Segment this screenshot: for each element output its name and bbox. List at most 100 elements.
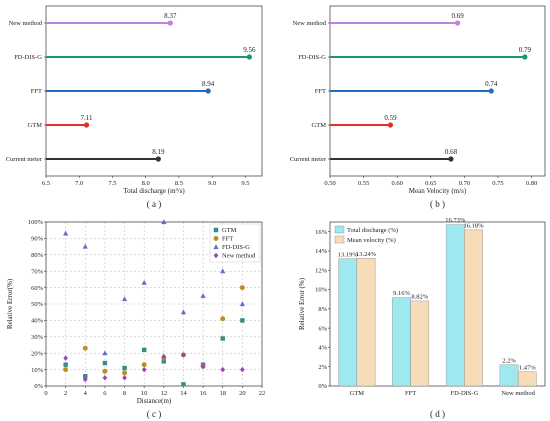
x-tick-label: 8.0 <box>142 180 150 187</box>
legend-marker <box>213 252 219 259</box>
y-tick-label: 2% <box>318 364 327 371</box>
scatter-point <box>181 382 186 387</box>
y-tick-label: 90% <box>31 236 44 243</box>
x-tick-label: 7.0 <box>75 180 83 187</box>
category-label: GTM <box>350 390 365 397</box>
x-tick-label: 2 <box>64 390 67 397</box>
lollipop-dot <box>522 54 528 60</box>
legend-swatch <box>334 235 345 244</box>
value-label: 8.19 <box>152 148 165 156</box>
legend-swatch <box>334 225 345 234</box>
y-tick-label: 100% <box>28 219 44 226</box>
lollipop-dot <box>455 20 461 26</box>
panel-d: 0% 2% 4% 6% 8% 10% 12% 14% 16% GTM 13.19%13.24% FFT… <box>298 217 546 419</box>
bar <box>410 300 430 387</box>
legend-label: Total discharge (%) <box>347 227 398 234</box>
x-tick-label: 7.5 <box>108 180 116 187</box>
scatter-point <box>141 347 147 353</box>
scatter-point <box>161 353 167 360</box>
legend-marker <box>213 236 219 241</box>
scatter-point <box>200 292 206 298</box>
y-tick-label: 10% <box>31 367 44 374</box>
y-tick-label: 80% <box>31 252 44 259</box>
x-tick-label: 6 <box>103 390 107 397</box>
scatter-point <box>239 301 245 307</box>
category-label: New method <box>9 20 43 27</box>
x-tick-label: 16 <box>200 390 207 397</box>
legend-marker <box>213 244 219 250</box>
x-tick-label: 0.70 <box>459 180 470 187</box>
category-label: GTM <box>312 122 327 129</box>
panel-label: ( c ) <box>147 409 162 419</box>
bar-value-label: 9.16% <box>393 290 410 297</box>
value-label: 7.11 <box>81 114 93 122</box>
scatter-point <box>220 268 226 274</box>
x-tick-label: 14 <box>180 390 187 397</box>
bar-value-label: 2.2% <box>502 357 516 364</box>
y-tick-label: 40% <box>31 318 44 325</box>
bar-value-label: 16.73% <box>445 217 466 224</box>
scatter-point <box>141 366 147 373</box>
scatter-point <box>83 373 88 379</box>
scatter-point <box>82 345 88 351</box>
x-tick-label: 6.5 <box>42 180 50 187</box>
category-label: GTM <box>28 122 43 129</box>
scatter-point <box>122 375 127 381</box>
x-tick-label: 0.60 <box>392 180 403 187</box>
y-tick-label: 12% <box>315 267 328 274</box>
x-tick-label: 22 <box>259 390 266 397</box>
scatter-point <box>121 296 128 302</box>
value-label: 0.69 <box>452 12 465 20</box>
y-tick-label: 16% <box>315 229 328 236</box>
panel-b: New method 0.69 FD-DIS-G 0.79 FFT 0.74 GTM 0.59… <box>290 5 546 209</box>
x-tick-label: 8 <box>123 390 126 397</box>
value-label: 9.56 <box>243 46 256 54</box>
legend-box <box>209 223 261 263</box>
x-tick-label: 20 <box>239 390 246 397</box>
x-tick-label: 4 <box>84 390 88 397</box>
x-tick-label: 10 <box>141 390 148 397</box>
lollipop-dot <box>246 54 252 60</box>
scatter-point <box>181 352 186 358</box>
y-tick-label: 10% <box>315 287 328 294</box>
scatter-point <box>63 362 68 367</box>
legend-label: FD-DIS-G <box>222 244 250 251</box>
legend-label: Mean velocity (%) <box>347 237 396 244</box>
scatter-point <box>239 285 245 291</box>
x-tick-label: 0.65 <box>425 180 436 187</box>
category-label: FFT <box>315 88 326 95</box>
bar <box>464 229 483 387</box>
y-tick-label: 0% <box>34 383 43 390</box>
value-label: 8.37 <box>164 12 177 20</box>
bar <box>338 258 358 387</box>
lollipop-dot <box>155 156 161 162</box>
category-label: Current meter <box>6 156 43 163</box>
legend-label: GTM <box>222 227 237 234</box>
panel-c: 0 2 4 6 8 10 12 14 16 18 20 22 0% 10% 20% 30% 40% 50% 60% 7… <box>6 219 265 419</box>
category-label: FFT <box>31 88 42 95</box>
scatter-point <box>82 376 88 383</box>
y-tick-label: 70% <box>31 268 44 275</box>
legend-label: FFT <box>222 236 233 243</box>
value-label: 0.68 <box>445 148 458 156</box>
bar-value-label: 1.47% <box>519 364 536 371</box>
x-tick-label: 0.55 <box>358 180 369 187</box>
category-label: New method <box>293 20 327 27</box>
category-label: FD-DIS-G <box>298 54 326 61</box>
scatter-point <box>141 279 147 285</box>
bar-value-label: 8.82% <box>411 293 428 300</box>
y-axis-label: Relative Error (%) <box>298 277 306 330</box>
x-tick-label: 0.50 <box>324 180 335 187</box>
scatter-point <box>122 365 127 371</box>
x-tick-label: 9.5 <box>241 180 249 187</box>
legend-marker <box>213 227 219 233</box>
category-label: Current meter <box>290 156 327 163</box>
y-axis-label: Relative Error(%) <box>6 278 14 329</box>
category-label: FFT <box>405 390 416 397</box>
x-axis-label: Mean Velocity (m/s) <box>409 187 467 195</box>
x-axis-label: Total discharge (m³/s) <box>123 187 185 195</box>
category-label: FD-DIS-G <box>14 54 42 61</box>
value-label: 0.79 <box>519 46 532 54</box>
scatter-point <box>200 363 206 370</box>
